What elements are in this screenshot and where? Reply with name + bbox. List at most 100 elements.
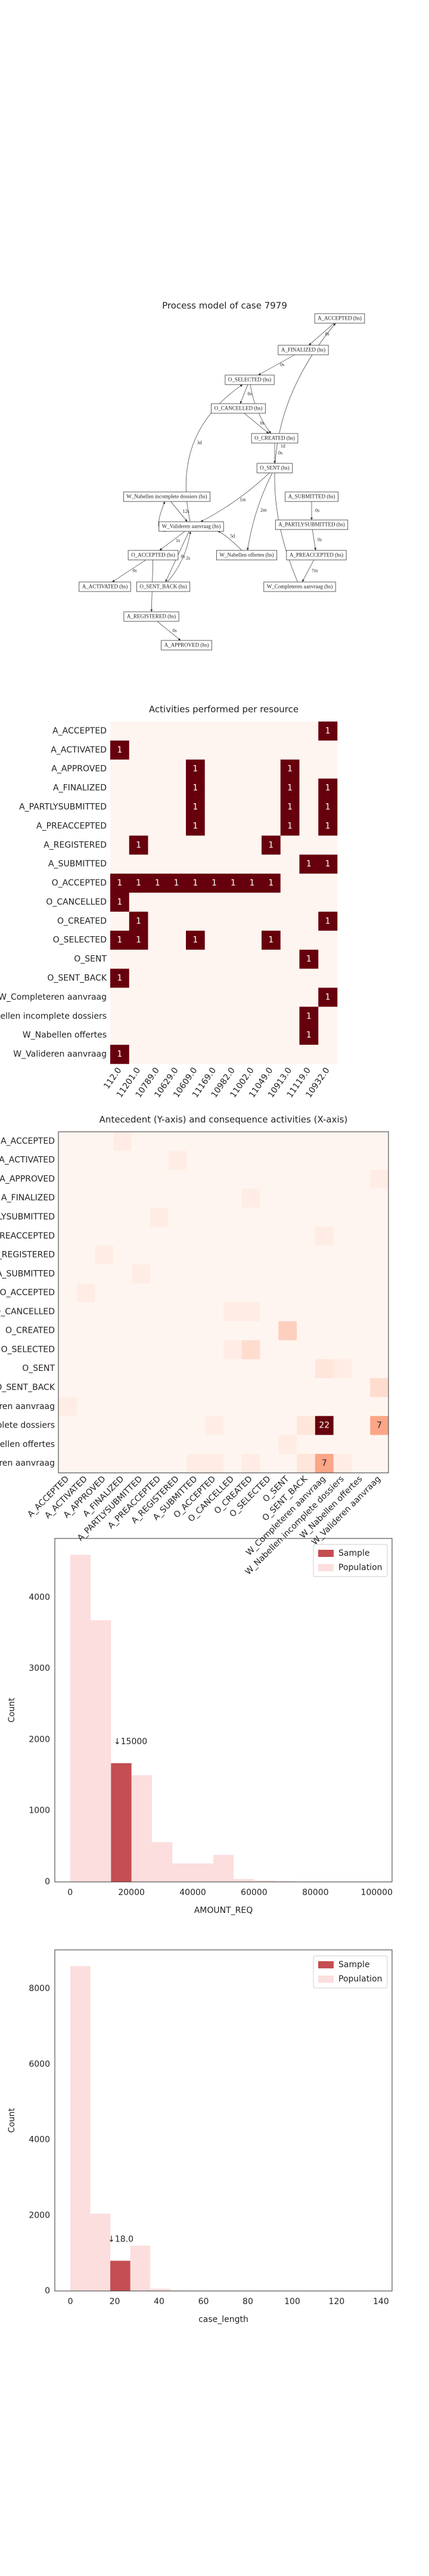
- heatmap-cell: [113, 1226, 132, 1246]
- cell-label: 1: [136, 936, 141, 945]
- x-tick-label: 100: [284, 2297, 300, 2306]
- heatmap-cell: [148, 778, 167, 798]
- heatmap-cell: [315, 1208, 334, 1227]
- heatmap-cell: [315, 1416, 334, 1435]
- heatmap-cell: [223, 1397, 243, 1416]
- edge-label: 0s: [181, 553, 185, 559]
- edge-label: 12s: [183, 509, 189, 514]
- process-node-label: W_Nabellen incomplete dossiers (hs): [126, 494, 207, 500]
- heatmap-cell: [58, 1416, 77, 1435]
- heatmap-cell: [352, 1359, 371, 1379]
- process-node: [161, 640, 212, 651]
- heatmap-cell: [110, 949, 130, 969]
- heatmap-cell: [223, 1150, 243, 1170]
- process-node: [314, 313, 365, 324]
- heatmap-cell: [243, 893, 262, 912]
- heatmap-cell: [186, 893, 206, 912]
- heatmap-cell: [95, 1188, 114, 1208]
- heatmap-cell: [223, 1226, 243, 1246]
- histogram-bar: [70, 1966, 91, 2291]
- heatmap-cell: [299, 816, 319, 836]
- heatmap-cell: [167, 1045, 186, 1064]
- heatmap-cell: [280, 835, 300, 855]
- heatmap-cell: [278, 1169, 297, 1189]
- edge-label: 0s: [280, 362, 284, 367]
- heatmap-cell: [110, 722, 130, 741]
- heatmap-cell: [168, 1321, 187, 1340]
- heatmap-cell: [129, 874, 148, 893]
- process-node-label: A_REGISTERED (hs): [127, 614, 176, 620]
- cell-label: 1: [117, 745, 122, 755]
- heatmap-cell: [352, 1169, 371, 1189]
- heatmap-cell: [223, 968, 243, 988]
- heatmap-cell: [223, 778, 243, 798]
- heatmap-cell: [129, 893, 148, 912]
- heatmap-cell: [278, 1397, 297, 1416]
- process-node: [216, 550, 278, 561]
- heatmap-cell: [186, 1188, 206, 1208]
- heatmap-cell: [132, 1188, 151, 1208]
- heatmap-cell: [318, 949, 338, 969]
- heatmap-cell: [370, 1283, 389, 1303]
- heatmap-cell: [113, 1245, 132, 1265]
- heatmap-cell: [297, 1321, 316, 1340]
- heatmap-cell: [223, 1454, 243, 1473]
- heatmap-cell: [168, 1169, 187, 1189]
- heatmap-cell: [110, 968, 130, 988]
- heatmap-cell: [76, 1188, 95, 1208]
- heatmap-cell: [297, 1378, 316, 1398]
- heatmap-cell: [223, 1169, 243, 1189]
- heatmap-cell: [113, 1208, 132, 1227]
- process-node-label: O_ACCEPTED (hs): [131, 552, 175, 558]
- heatmap-cell: [280, 911, 300, 931]
- heatmap-cell: [333, 1359, 352, 1379]
- heatmap-cell: [280, 854, 300, 874]
- process-node-label: O_SENT_BACK (hs): [139, 584, 186, 590]
- heatmap-cell: [299, 835, 319, 855]
- heatmap-cell: [186, 1435, 206, 1454]
- heatmap-cell: [241, 1283, 260, 1303]
- heatmap-cell: [260, 1302, 279, 1322]
- heatmap-cell: [260, 1132, 279, 1151]
- heatmap-cell: [315, 1150, 334, 1170]
- heatmap-cell: [110, 759, 130, 779]
- cell-label: 1: [155, 878, 160, 888]
- heatmap-cell: [262, 797, 281, 817]
- histogram-bar: [234, 1879, 254, 1882]
- heatmap-cell: [278, 1283, 297, 1303]
- heatmap-cell: [113, 1132, 132, 1151]
- heatmap-cell: [299, 1026, 319, 1045]
- y-tick-label: 3000: [29, 1664, 50, 1673]
- edges: 0s0s0s1s0s0s2m1m0s0s7m1d12s1s0s0s0s0s5d2…: [112, 323, 336, 641]
- row-label: A_REGISTERED: [0, 1250, 55, 1260]
- heatmap-cell: [204, 949, 224, 969]
- heatmap-cell: [58, 1169, 77, 1189]
- heatmap-cell: [243, 987, 262, 1007]
- heatmap-cell: [132, 1169, 151, 1189]
- process-edge: [167, 531, 192, 583]
- heatmap-cell: [58, 1359, 77, 1379]
- heatmap-cell: [223, 1007, 243, 1026]
- row-label: A_PREACCEPTED: [36, 821, 107, 831]
- heatmap-cell: [241, 1435, 260, 1454]
- heatmap-cell: [150, 1435, 169, 1454]
- process-node: [136, 581, 191, 592]
- heatmap-cell: [370, 1454, 389, 1473]
- heatmap-cell: [315, 1169, 334, 1189]
- cell-label: 1: [192, 936, 198, 945]
- heatmap-cell: [370, 1208, 389, 1227]
- heatmap-cell: [58, 1245, 77, 1265]
- process-edge: [246, 472, 273, 551]
- row-label: W_Nabellen offertes: [23, 1030, 107, 1040]
- heatmap-cell: [260, 1264, 279, 1284]
- process-node-label: O_CANCELLED (hs): [214, 405, 263, 411]
- heatmap-cell: [186, 874, 206, 893]
- heatmap-cell: [260, 1150, 279, 1170]
- heatmap-cell: [223, 1264, 243, 1284]
- heatmap-cell: [132, 1226, 151, 1246]
- heatmap-cell: [280, 1007, 300, 1026]
- process-node-label: W_Nabellen offertes (hs): [219, 552, 273, 558]
- heatmap-cell: [132, 1359, 151, 1379]
- heatmap-cell: [95, 1359, 114, 1379]
